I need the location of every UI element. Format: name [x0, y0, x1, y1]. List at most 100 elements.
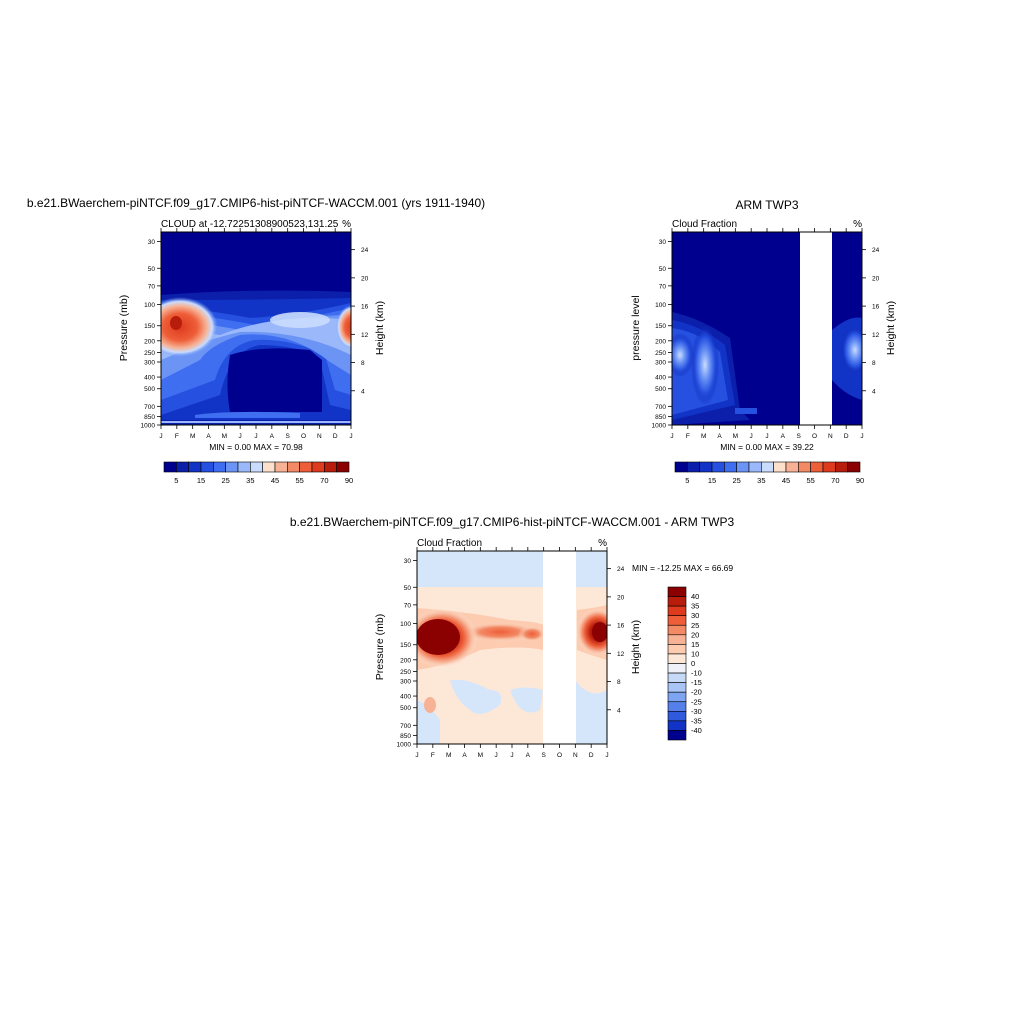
y-tick-label: 250 [144, 350, 155, 357]
x-tick-label: M [733, 433, 738, 440]
colorbar-label: 5 [174, 476, 178, 485]
colorbar-label: 45 [782, 476, 790, 485]
x-tick-label: N [828, 433, 833, 440]
y-tick-label: 24 [617, 566, 625, 573]
y-tick-label: 200 [400, 657, 411, 664]
left-axis: 30 50 70 100 150 200 250 300 400 500 700 850 1000 [141, 239, 161, 430]
y-tick-label: 30 [404, 558, 412, 565]
y-tick-label: 20 [617, 594, 625, 601]
x-tick-label: N [317, 433, 322, 440]
colorbar-label: 25 [691, 621, 699, 630]
panel-obs: ARM TWP3 Cloud Fraction % 30 50 70 100 150 20… [630, 198, 897, 485]
colorbar-swatch [667, 586, 687, 597]
y-tick-label: 50 [148, 266, 156, 273]
panel-title: ARM TWP3 [735, 198, 798, 212]
colorbar-swatch [667, 644, 687, 655]
colorbar-swatch [667, 730, 687, 741]
y-tick-label: 150 [400, 642, 411, 649]
y-tick-label: 500 [144, 386, 155, 393]
colorbar-swatch [336, 461, 350, 473]
x-tick-label: J [349, 433, 352, 440]
colorbar-swatch [667, 663, 687, 674]
colorbar-label: 15 [708, 476, 716, 485]
y-tick-label: 250 [400, 669, 411, 676]
y-tick-label: 1000 [141, 423, 156, 430]
colorbar-label: 25 [221, 476, 229, 485]
y-tick-label: 16 [361, 304, 369, 311]
colorbar-swatch [250, 461, 263, 473]
colorbar-swatch [667, 605, 687, 616]
y-axis-label-left: Pressure (mb) [374, 614, 386, 681]
y-tick-label: 24 [361, 247, 369, 254]
colorbar: 5 15 25 35 45 55 70 90 [163, 461, 353, 485]
panel-left-string: CLOUD at -12.72251308900523,131.25 [161, 219, 339, 230]
y-tick-label: 700 [144, 404, 155, 411]
colorbar-label: 45 [271, 476, 279, 485]
colorbar-swatch [287, 461, 300, 473]
colorbar-swatch [324, 461, 337, 473]
min-max-label: MIN = 0.00 MAX = 39.22 [720, 442, 814, 452]
colorbar-swatch [262, 461, 276, 473]
colorbar-label: 0 [691, 659, 695, 668]
y-tick-label: 12 [361, 332, 369, 339]
y-tick-label: 20 [361, 275, 369, 282]
x-tick-label: A [206, 433, 211, 440]
x-tick-label: D [333, 433, 338, 440]
x-tick-label: J [495, 752, 498, 759]
y-tick-label: 300 [655, 360, 666, 367]
colorbar-swatch [667, 682, 687, 693]
y-axis-label-left: pressure level [630, 295, 642, 360]
x-tick-label: O [812, 433, 817, 440]
colorbar-label: 5 [685, 476, 689, 485]
colorbar-label: 55 [295, 476, 303, 485]
colorbar-label: 40 [691, 592, 699, 601]
right-axis: 4 8 12 16 20 24 [607, 566, 625, 714]
y-tick-label: 24 [872, 247, 880, 254]
x-tick-label: S [796, 433, 801, 440]
colorbar-swatch [274, 461, 288, 473]
colorbar-label: 20 [691, 630, 699, 639]
colorbar-swatch [785, 461, 799, 473]
y-tick-label: 850 [655, 414, 666, 421]
right-axis: 4 8 12 16 20 24 [351, 247, 369, 395]
y-tick-label: 16 [617, 623, 625, 630]
y-axis-label-right: Height (km) [885, 301, 897, 355]
heatmap-field [161, 232, 351, 425]
x-tick-label: J [239, 433, 242, 440]
colorbar-swatch [736, 461, 750, 473]
x-tick-label: J [670, 433, 673, 440]
y-tick-label: 30 [148, 239, 156, 246]
y-tick-label: 100 [655, 302, 666, 309]
y-tick-label: 850 [400, 733, 411, 740]
colorbar-swatch [810, 461, 824, 473]
colorbar-swatch [176, 461, 189, 473]
y-tick-label: 300 [144, 360, 155, 367]
colorbar-label: -25 [691, 697, 702, 706]
x-tick-label: J [605, 752, 608, 759]
colorbar-label: 15 [197, 476, 205, 485]
top-axis [160, 228, 352, 232]
colorbar-swatch [667, 615, 687, 626]
y-tick-label: 30 [659, 239, 667, 246]
x-tick-label: A [526, 752, 531, 759]
colorbar-swatch [237, 461, 251, 473]
colorbar-swatch [667, 596, 687, 607]
x-tick-label: J [159, 433, 162, 440]
x-tick-label: M [701, 433, 706, 440]
y-tick-label: 4 [617, 707, 621, 714]
colorbar-label: -35 [691, 716, 702, 725]
x-tick-label: F [175, 433, 179, 440]
colorbar-swatch [213, 461, 226, 473]
colorbar-swatch [699, 461, 713, 473]
y-tick-label: 200 [655, 338, 666, 345]
panel-right-string: % [342, 219, 351, 230]
x-tick-label: M [222, 433, 227, 440]
x-tick-label: A [462, 752, 467, 759]
colorbar-label: 70 [831, 476, 839, 485]
colorbar-label: 90 [856, 476, 864, 485]
heatmap-field [417, 551, 607, 744]
